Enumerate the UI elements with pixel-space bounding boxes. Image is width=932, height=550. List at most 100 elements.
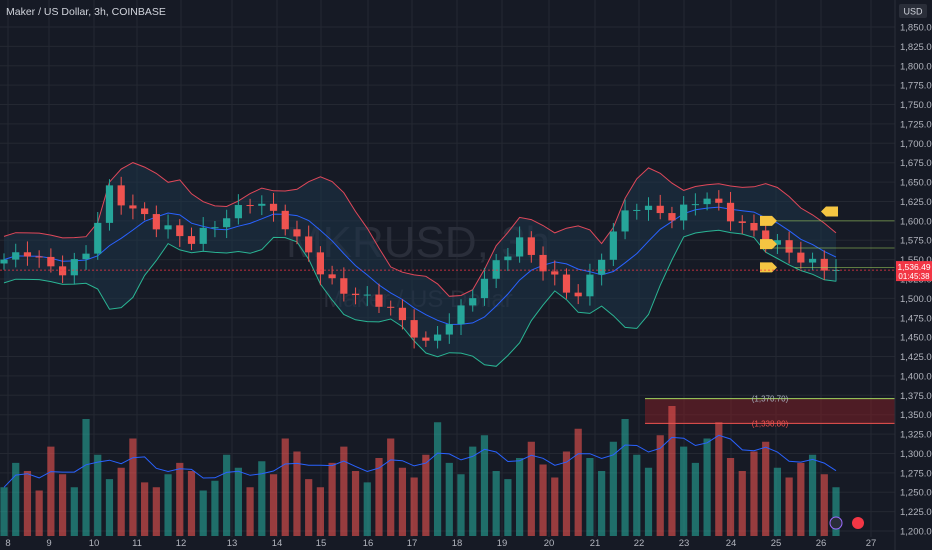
last-price-tag	[896, 261, 932, 282]
flag-icon	[852, 517, 864, 529]
candle-body	[539, 254, 547, 272]
x-tick-label: 23	[679, 538, 690, 549]
candle-body	[445, 324, 453, 335]
candle-body	[797, 252, 805, 263]
volume-bar	[410, 477, 418, 536]
volume-bar	[797, 462, 805, 536]
y-tick-label: 1,450.00	[900, 333, 932, 344]
y-tick-label: 1,375.00	[900, 391, 932, 402]
x-tick-label: 11	[132, 538, 142, 549]
candle-body	[808, 258, 817, 263]
volume-bar	[773, 467, 782, 536]
candle-body	[105, 185, 114, 223]
candle-body	[410, 320, 418, 338]
volume-bar	[141, 482, 149, 536]
candle-body	[820, 258, 828, 271]
candle-body	[328, 274, 336, 279]
volume-bar	[832, 487, 840, 536]
volume-bar	[70, 487, 78, 536]
target-zone	[645, 398, 895, 424]
candle-body	[574, 292, 582, 297]
x-tick-label: 13	[227, 538, 238, 549]
bar-countdown: 01:45:38	[898, 272, 930, 281]
x-tick-label: 19	[497, 538, 508, 549]
candle-body	[691, 204, 699, 206]
volume-bar	[234, 467, 242, 536]
volume-bar	[211, 480, 219, 536]
volume-bar	[516, 458, 524, 536]
alert-marker-icon	[821, 206, 838, 217]
y-tick-label: 1,475.00	[900, 313, 932, 324]
volume-bar	[94, 454, 102, 536]
y-tick-label: 1,350.00	[900, 410, 932, 421]
y-tick-label: 1,575.00	[900, 236, 932, 247]
alert-marker-icon	[760, 239, 777, 250]
volume-bar	[258, 461, 266, 536]
volume-bar	[305, 479, 313, 536]
volume-bar	[35, 490, 43, 536]
volume-bar	[363, 482, 371, 536]
candle-body	[586, 274, 594, 297]
volume-bar	[527, 441, 535, 536]
candle-body	[422, 337, 430, 341]
volume-bar	[551, 477, 559, 536]
candle-body	[305, 236, 313, 253]
volume-bar	[598, 471, 606, 536]
x-tick-label: 12	[176, 538, 187, 549]
candle-body	[293, 229, 301, 237]
candle-body	[433, 334, 442, 341]
volume-bar	[12, 462, 20, 536]
volume-bar	[47, 446, 55, 536]
candle-body	[164, 225, 172, 230]
candle-body	[703, 198, 711, 205]
candles	[0, 176, 840, 349]
candle-body	[82, 253, 90, 260]
volume-bar	[433, 422, 442, 536]
x-tick-label: 27	[866, 538, 877, 549]
volume-bar	[316, 487, 324, 536]
volume-bar	[164, 474, 172, 536]
volume-bars	[0, 406, 840, 536]
alert-marker-icon	[760, 215, 777, 226]
x-tick-label: 8	[5, 538, 10, 549]
y-tick-label: 1,725.00	[900, 119, 932, 130]
y-tick-label: 1,825.00	[900, 42, 932, 53]
candle-body	[773, 240, 782, 245]
candle-body	[94, 222, 102, 254]
volume-bar	[176, 462, 184, 536]
y-tick-label: 1,675.00	[900, 158, 932, 169]
candle-body	[187, 236, 196, 244]
volume-bar	[609, 441, 617, 536]
volume-bar	[293, 451, 301, 536]
volume-bar	[117, 467, 125, 536]
candle-body	[70, 259, 78, 276]
candle-body	[480, 278, 489, 299]
volume-bar	[562, 451, 571, 536]
volume-bar	[269, 474, 278, 536]
candle-body	[35, 256, 43, 258]
volume-ma-line	[3, 434, 837, 488]
candle-body	[375, 294, 383, 307]
x-tick-label: 17	[407, 538, 418, 549]
candle-body	[58, 266, 67, 276]
volume-bar	[504, 479, 512, 536]
y-tick-label: 1,750.00	[900, 100, 932, 111]
candle-body	[23, 252, 32, 257]
y-tick-label: 1,600.00	[900, 216, 932, 227]
volume-bar	[762, 441, 770, 536]
volume-bar	[23, 471, 32, 536]
candle-body	[726, 202, 735, 222]
x-tick-label: 20	[544, 538, 555, 549]
chart-title: Maker / US Dollar, 3h, COINBASE	[6, 6, 166, 18]
volume-bar	[340, 446, 348, 536]
candle-body	[363, 294, 371, 296]
y-tick-label: 1,200.00	[900, 527, 932, 538]
candle-body	[234, 205, 242, 219]
y-tick-label: 1,225.00	[900, 507, 932, 518]
x-tick-label: 24	[726, 538, 737, 549]
candle-body	[762, 230, 770, 245]
y-tick-label: 1,425.00	[900, 352, 932, 363]
x-tick-label: 22	[634, 538, 645, 549]
volume-bar	[820, 474, 828, 536]
